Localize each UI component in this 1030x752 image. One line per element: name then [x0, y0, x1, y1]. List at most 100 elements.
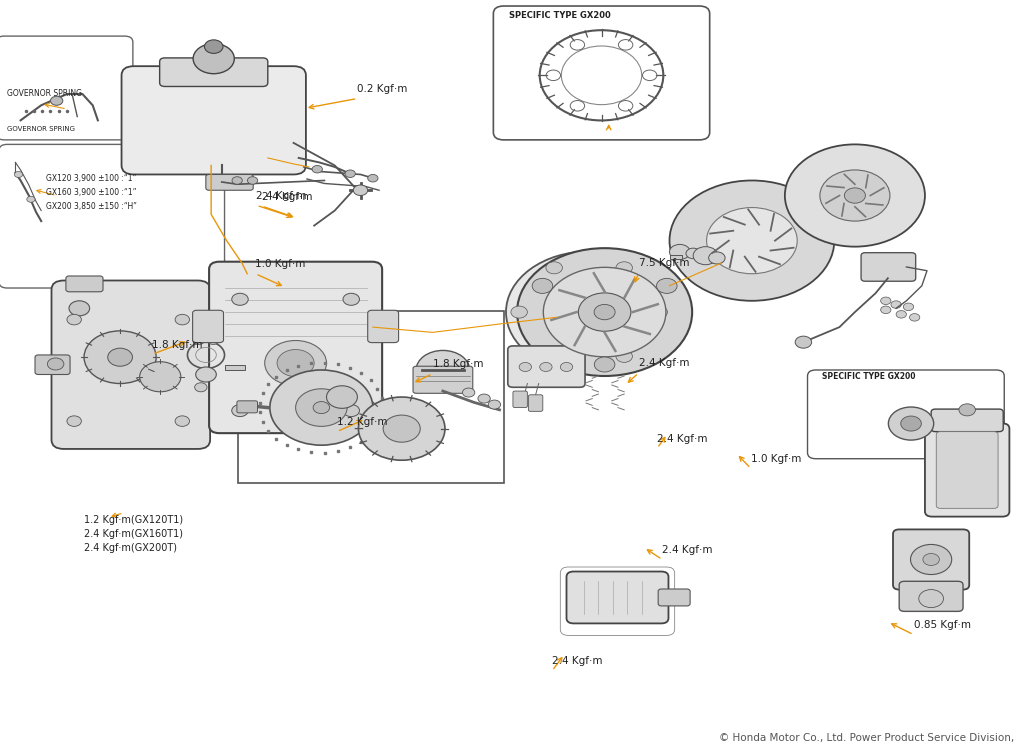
Circle shape	[709, 252, 725, 264]
Circle shape	[67, 416, 81, 426]
Bar	[238, 311, 504, 483]
Circle shape	[368, 174, 378, 182]
Circle shape	[911, 544, 952, 575]
Circle shape	[108, 348, 133, 366]
Text: 2.4 Kgf·m: 2.4 Kgf·m	[662, 545, 713, 555]
Circle shape	[84, 331, 157, 384]
Bar	[225, 365, 245, 370]
Circle shape	[651, 306, 667, 318]
FancyBboxPatch shape	[658, 589, 690, 606]
FancyBboxPatch shape	[413, 366, 473, 393]
Circle shape	[47, 358, 64, 370]
Circle shape	[345, 170, 355, 177]
FancyBboxPatch shape	[925, 423, 1009, 517]
Circle shape	[519, 362, 531, 371]
Circle shape	[327, 386, 357, 408]
Text: GX200 3,850 ±150 :“H”: GX200 3,850 ±150 :“H”	[46, 202, 137, 211]
Circle shape	[232, 177, 242, 184]
Text: GOVERNOR SPRING: GOVERNOR SPRING	[7, 126, 75, 132]
Circle shape	[416, 350, 470, 390]
Text: 2.4 Kgf·m: 2.4 Kgf·m	[657, 434, 708, 444]
Text: 1.2 Kgf·m(GX120T1): 1.2 Kgf·m(GX120T1)	[84, 515, 183, 525]
Text: 1.0 Kgf·m: 1.0 Kgf·m	[255, 259, 306, 269]
FancyBboxPatch shape	[893, 529, 969, 590]
Circle shape	[533, 278, 553, 293]
FancyBboxPatch shape	[0, 36, 133, 140]
Circle shape	[546, 350, 562, 362]
Circle shape	[560, 362, 573, 371]
Circle shape	[517, 248, 692, 376]
Circle shape	[195, 383, 207, 392]
Circle shape	[919, 590, 943, 608]
Text: SPECIFIC TYPE GX200: SPECIFIC TYPE GX200	[822, 371, 916, 381]
Circle shape	[343, 293, 359, 305]
FancyBboxPatch shape	[122, 66, 306, 174]
Text: 2.4 Kgf·m: 2.4 Kgf·m	[552, 656, 603, 666]
Circle shape	[540, 362, 552, 371]
Circle shape	[845, 188, 865, 203]
Circle shape	[69, 301, 90, 316]
Circle shape	[175, 416, 190, 426]
FancyBboxPatch shape	[66, 276, 103, 292]
Circle shape	[670, 244, 690, 259]
Circle shape	[900, 416, 921, 431]
Circle shape	[546, 262, 562, 274]
Circle shape	[277, 350, 314, 377]
Text: 2.4 Kgf·m(GX200T): 2.4 Kgf·m(GX200T)	[84, 544, 177, 553]
Circle shape	[544, 268, 665, 357]
FancyBboxPatch shape	[808, 370, 1004, 459]
Circle shape	[896, 311, 906, 318]
FancyBboxPatch shape	[35, 355, 70, 374]
Text: 2.4 Kgf·m: 2.4 Kgf·m	[262, 192, 312, 202]
Circle shape	[506, 251, 673, 373]
Circle shape	[594, 357, 615, 372]
FancyBboxPatch shape	[160, 58, 268, 86]
Circle shape	[232, 293, 248, 305]
FancyBboxPatch shape	[899, 581, 963, 611]
Circle shape	[313, 402, 330, 414]
Circle shape	[881, 306, 891, 314]
Circle shape	[194, 44, 235, 74]
Circle shape	[247, 177, 258, 184]
Circle shape	[14, 171, 23, 177]
Circle shape	[270, 370, 373, 445]
Circle shape	[785, 144, 925, 247]
FancyBboxPatch shape	[566, 572, 668, 623]
Circle shape	[959, 404, 975, 416]
FancyBboxPatch shape	[861, 253, 916, 281]
Circle shape	[707, 208, 797, 274]
Circle shape	[232, 405, 248, 417]
Circle shape	[67, 314, 81, 325]
Circle shape	[343, 405, 359, 417]
Text: GX120 3,900 ±100 :“1”: GX120 3,900 ±100 :“1”	[46, 174, 137, 183]
Circle shape	[579, 293, 630, 331]
Text: GX160 3,900 ±100 :“1”: GX160 3,900 ±100 :“1”	[46, 188, 137, 197]
Circle shape	[656, 278, 677, 293]
Circle shape	[795, 336, 812, 348]
Circle shape	[462, 388, 475, 397]
Circle shape	[616, 350, 632, 362]
Circle shape	[140, 362, 181, 392]
Circle shape	[478, 394, 490, 403]
Circle shape	[888, 407, 934, 440]
Text: 2.4 Kgf·m(GX160T1): 2.4 Kgf·m(GX160T1)	[84, 529, 183, 539]
Text: 7.5 Kgf·m: 7.5 Kgf·m	[639, 259, 689, 268]
Text: 1.2 Kgf·m: 1.2 Kgf·m	[337, 417, 387, 427]
Text: 1.0 Kgf·m: 1.0 Kgf·m	[751, 454, 801, 464]
Text: © Honda Motor Co., Ltd. Power Product Service Division,: © Honda Motor Co., Ltd. Power Product Se…	[719, 733, 1015, 743]
FancyBboxPatch shape	[237, 401, 258, 413]
Text: 2.4 Kgf·m: 2.4 Kgf·m	[639, 359, 689, 368]
FancyBboxPatch shape	[513, 391, 527, 408]
FancyBboxPatch shape	[528, 395, 543, 411]
Text: 0.85 Kgf·m: 0.85 Kgf·m	[914, 620, 970, 630]
Circle shape	[820, 170, 890, 221]
Circle shape	[923, 553, 939, 566]
Circle shape	[383, 415, 420, 442]
Text: 2.4 Kgf·m: 2.4 Kgf·m	[256, 191, 307, 201]
Circle shape	[27, 196, 35, 202]
Circle shape	[511, 306, 527, 318]
FancyBboxPatch shape	[368, 311, 399, 343]
Circle shape	[175, 314, 190, 325]
Circle shape	[670, 180, 834, 301]
Bar	[670, 255, 682, 259]
